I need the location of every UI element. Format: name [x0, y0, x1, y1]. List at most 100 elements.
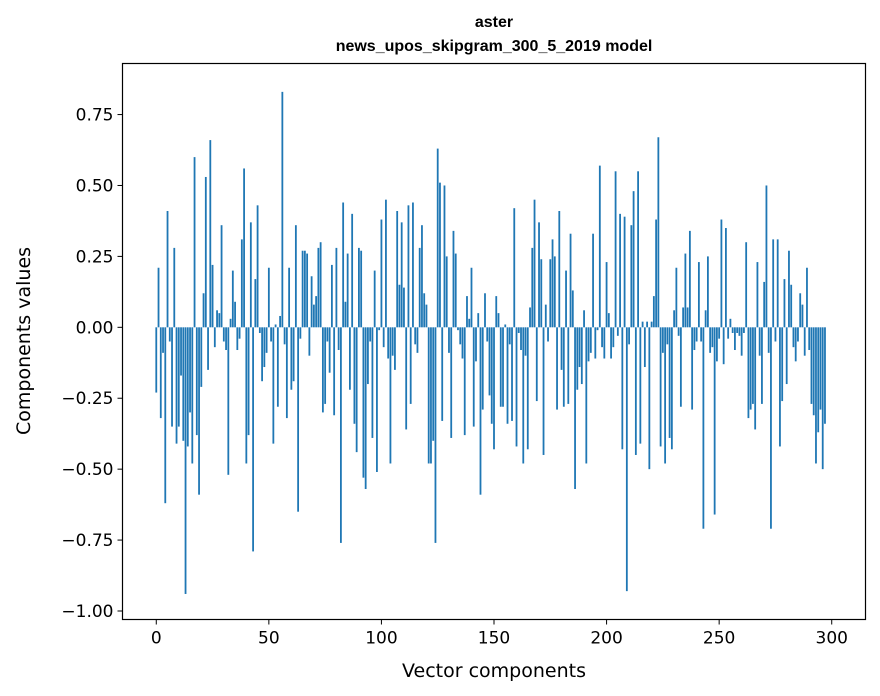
bar [569, 233, 572, 328]
bar [249, 222, 252, 328]
bar [821, 327, 824, 470]
bar [650, 321, 653, 328]
bar [175, 327, 178, 444]
bar [772, 239, 775, 328]
bar [659, 327, 662, 447]
bar [328, 327, 331, 373]
bar [598, 165, 601, 328]
bar [261, 327, 263, 382]
bar [457, 327, 459, 331]
bar [475, 327, 477, 362]
bar [376, 327, 378, 472]
bar [666, 327, 669, 345]
x-tick-label: 0 [151, 629, 162, 649]
bar [285, 327, 288, 419]
bar [391, 327, 394, 356]
bar [398, 284, 401, 328]
bar [189, 327, 191, 413]
bar [643, 327, 646, 368]
x-tick-label: 150 [478, 629, 510, 649]
bar [763, 281, 766, 328]
bar [497, 313, 500, 328]
bar [607, 313, 610, 328]
bar [574, 327, 576, 490]
bar [542, 327, 545, 455]
bar [691, 327, 694, 410]
bar [290, 327, 293, 390]
bar [610, 327, 612, 359]
bar [515, 327, 518, 447]
bar [211, 264, 214, 328]
bar [256, 205, 259, 328]
bar [265, 327, 268, 353]
bar [628, 327, 630, 345]
bar [713, 327, 716, 515]
bar [661, 327, 664, 353]
bar [734, 327, 736, 351]
bar [364, 327, 367, 490]
bar [184, 327, 187, 594]
bar [337, 327, 340, 351]
bar [808, 327, 811, 351]
bar [468, 318, 471, 328]
bar [673, 310, 676, 328]
chart-title: aster [475, 14, 513, 31]
bar [238, 327, 241, 339]
bar [567, 327, 570, 404]
bar [565, 270, 567, 328]
bar [558, 211, 561, 328]
bar [193, 157, 196, 328]
bar [479, 327, 482, 495]
bar [267, 267, 270, 328]
bar [619, 213, 621, 328]
bar [258, 327, 261, 333]
bar [240, 239, 243, 328]
bar [560, 327, 563, 370]
bar [508, 327, 511, 345]
bar [182, 327, 185, 441]
bar [168, 327, 171, 342]
bar [526, 327, 529, 450]
bar [637, 171, 639, 328]
bar [173, 247, 176, 328]
bar [445, 256, 448, 328]
bar [315, 296, 318, 328]
bar [171, 327, 173, 427]
bar [799, 293, 802, 328]
bar [702, 327, 705, 529]
bar [319, 242, 322, 328]
bar [387, 327, 390, 359]
bar [668, 327, 671, 438]
chart-subtitle: news_upos_skipgram_300_5_2019 model [336, 38, 653, 55]
bar [470, 267, 473, 328]
bar [373, 270, 376, 328]
bar [797, 327, 799, 342]
bar [405, 327, 408, 430]
bar [562, 327, 565, 407]
bar [243, 168, 245, 328]
bar [299, 327, 302, 339]
bar [349, 327, 351, 390]
bar [625, 327, 628, 592]
bar [292, 327, 295, 382]
bar [553, 256, 556, 328]
bar [551, 239, 554, 328]
bar [767, 327, 770, 353]
bar [754, 327, 757, 430]
bar [634, 327, 637, 455]
bar [601, 327, 603, 348]
bar [220, 225, 223, 328]
bar [657, 137, 660, 328]
x-axis-label: Vector components [402, 660, 586, 682]
bar [556, 327, 558, 410]
bar [535, 327, 538, 402]
x-tick-label: 250 [703, 629, 735, 649]
y-tick-label: −0.50 [61, 460, 113, 480]
bar [416, 327, 419, 353]
bar [621, 327, 624, 450]
bar [177, 327, 180, 427]
bar [783, 279, 786, 328]
bar [403, 287, 405, 328]
bar [686, 307, 689, 328]
bar [695, 327, 698, 342]
